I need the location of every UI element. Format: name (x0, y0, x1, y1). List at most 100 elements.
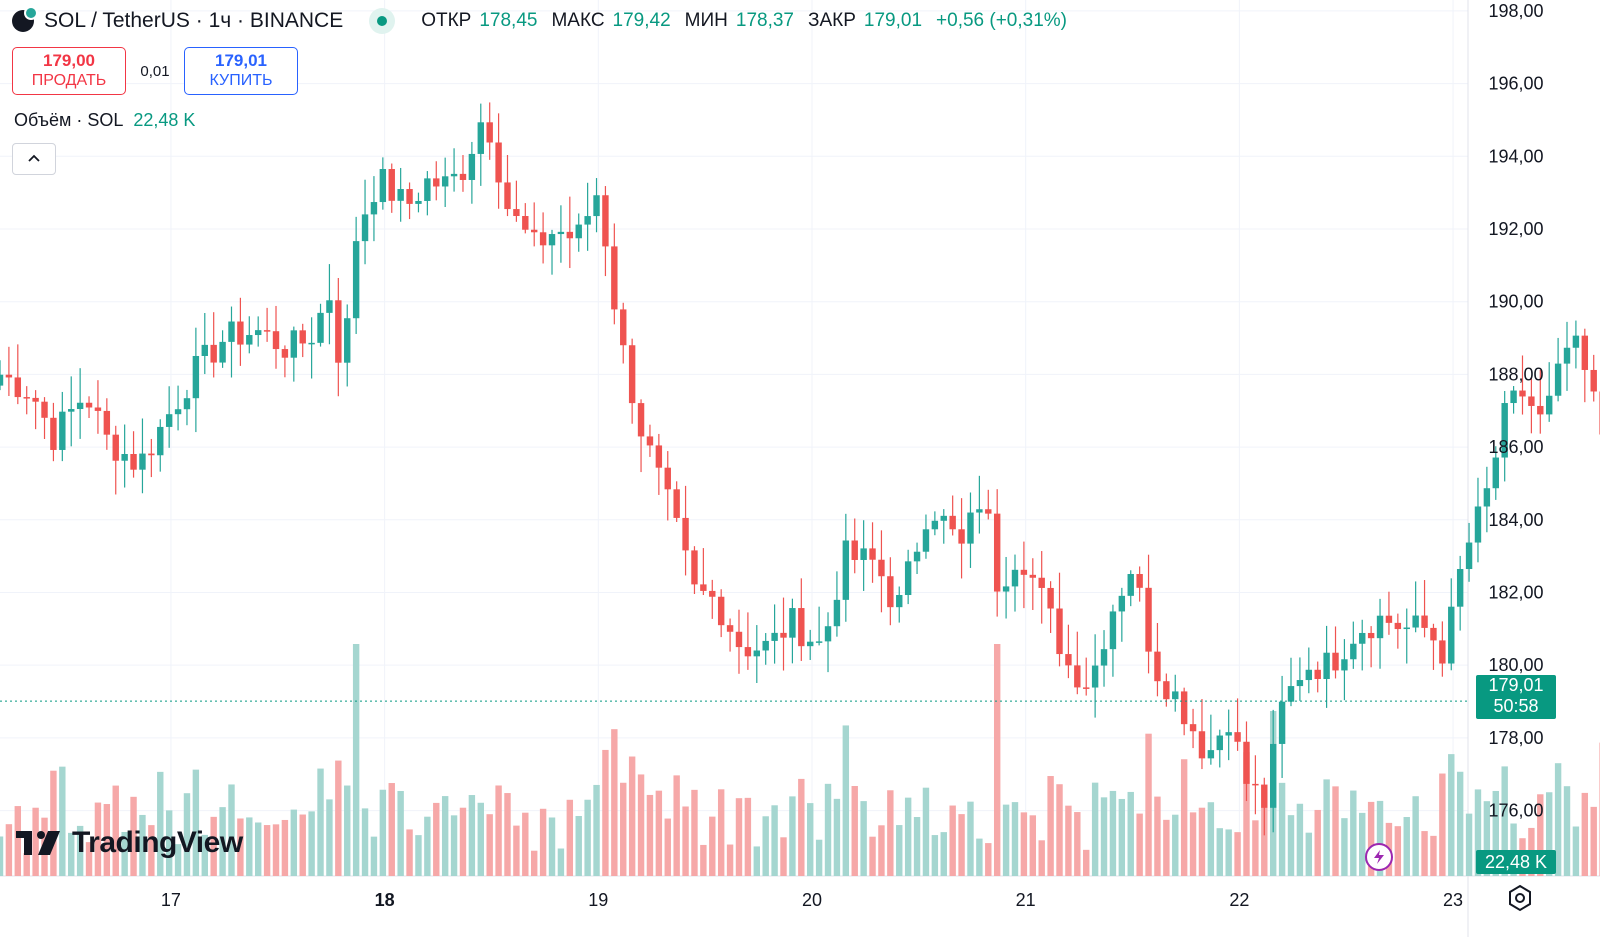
candle-body (1029, 574, 1037, 578)
volume-bar (1554, 763, 1562, 876)
collapse-legend-button[interactable] (12, 143, 56, 175)
buy-label: КУПИТЬ (209, 72, 273, 89)
candle-body (798, 608, 805, 647)
candle-body (1456, 569, 1464, 607)
volume-bar (1154, 796, 1161, 876)
candle-body (931, 520, 939, 530)
volume-bar (254, 822, 262, 876)
candle-body (664, 467, 671, 490)
candle-body (495, 142, 502, 183)
volume-value: 22,48 K (133, 110, 196, 130)
volume-bar (415, 835, 422, 876)
volume-bar (148, 825, 155, 876)
candle-body (1394, 622, 1402, 630)
volume-bar (726, 844, 734, 876)
candle-body (1545, 395, 1553, 415)
price-tick-label: 182,00 (1488, 582, 1543, 602)
sell-button[interactable]: 179,00 ПРОДАТЬ (12, 47, 126, 95)
candle-body (593, 195, 600, 217)
volume-bar (717, 789, 725, 876)
candle-body (165, 414, 173, 427)
candle-body (85, 402, 93, 408)
volume-bar (1296, 803, 1304, 876)
candle-body (1189, 724, 1197, 732)
volume-bar (1439, 773, 1446, 876)
time-axis[interactable]: 17 18 19 20 21 22 23 (161, 890, 1463, 910)
candle-body (299, 330, 306, 344)
volume-bar (433, 802, 440, 876)
volume-tag: 22,48 K (1476, 850, 1556, 874)
candle-body (1198, 731, 1206, 759)
volume-legend[interactable]: Объём · SOL 22,48 K (14, 110, 195, 131)
candle-body (263, 330, 271, 332)
volume-bar (878, 825, 885, 876)
buy-button[interactable]: 179,01 КУПИТЬ (184, 47, 298, 95)
gear-icon[interactable] (1506, 884, 1534, 912)
volume-bar (477, 802, 484, 876)
candle-body (0, 374, 4, 386)
volume-bar (1394, 826, 1402, 876)
volume-bar (1198, 807, 1206, 876)
candle-body (584, 216, 591, 225)
candle-body (94, 407, 102, 411)
volume-bar (1287, 815, 1295, 876)
candle-body (14, 377, 22, 398)
candle-body (468, 153, 476, 180)
volume-bar (468, 795, 476, 876)
volume-bar (744, 797, 752, 876)
volume-bar (1465, 813, 1473, 876)
volume-bar (1314, 809, 1321, 876)
volume-bar (495, 785, 502, 876)
volume-bar (1403, 817, 1410, 876)
flash-icon[interactable] (1365, 843, 1393, 871)
candle-body (1100, 649, 1108, 666)
candle-body (1519, 390, 1526, 397)
candle-body (1376, 615, 1384, 639)
candle-body (869, 548, 876, 560)
candle-body (1180, 691, 1188, 725)
candle-body (1448, 606, 1455, 664)
volume-bar (851, 785, 858, 876)
tradingview-logo[interactable]: TradingView (16, 826, 243, 860)
volume-bar (352, 644, 360, 876)
volume-bar (1421, 831, 1428, 876)
symbol-title[interactable]: SOL / TetherUS · 1ч · BINANCE (44, 9, 344, 32)
candle-body (317, 312, 324, 343)
candle-body (566, 231, 574, 239)
candle-body (993, 513, 1001, 592)
candle-body (762, 640, 769, 651)
volume-bar (23, 853, 30, 876)
volume-bar (1207, 802, 1215, 876)
volume-bar (1261, 807, 1268, 876)
candle-body (1225, 732, 1232, 736)
candle-body (1439, 640, 1446, 664)
candle-body (406, 189, 413, 204)
candle-body (130, 454, 137, 470)
candle-body (477, 122, 484, 154)
solana-icon (12, 6, 38, 32)
candle-body (896, 595, 903, 608)
candle-body (1554, 363, 1562, 396)
volume-bar (1581, 792, 1589, 876)
volume-bar (522, 812, 529, 876)
candle-body (219, 341, 226, 363)
volume-bar (14, 806, 22, 876)
price-axis[interactable]: 198,00 196,00 194,00 192,00 190,00 188,00 186,… (1488, 1, 1543, 821)
candle-body (344, 318, 351, 363)
volume-bar (628, 756, 636, 876)
candle-body (780, 632, 787, 638)
candle-body (691, 550, 698, 585)
candle-body (1403, 627, 1410, 630)
candle-body (673, 489, 680, 518)
candle-body (753, 650, 760, 657)
volume-bar (798, 778, 805, 876)
volume-bar (753, 846, 760, 876)
volume-bar (450, 815, 458, 876)
volume-bar (0, 836, 4, 876)
candle-body (1172, 691, 1179, 700)
volume-bar (593, 784, 600, 876)
price-tick-label: 190,00 (1488, 292, 1543, 312)
candle-body (1465, 542, 1473, 570)
candle-body (531, 229, 538, 233)
